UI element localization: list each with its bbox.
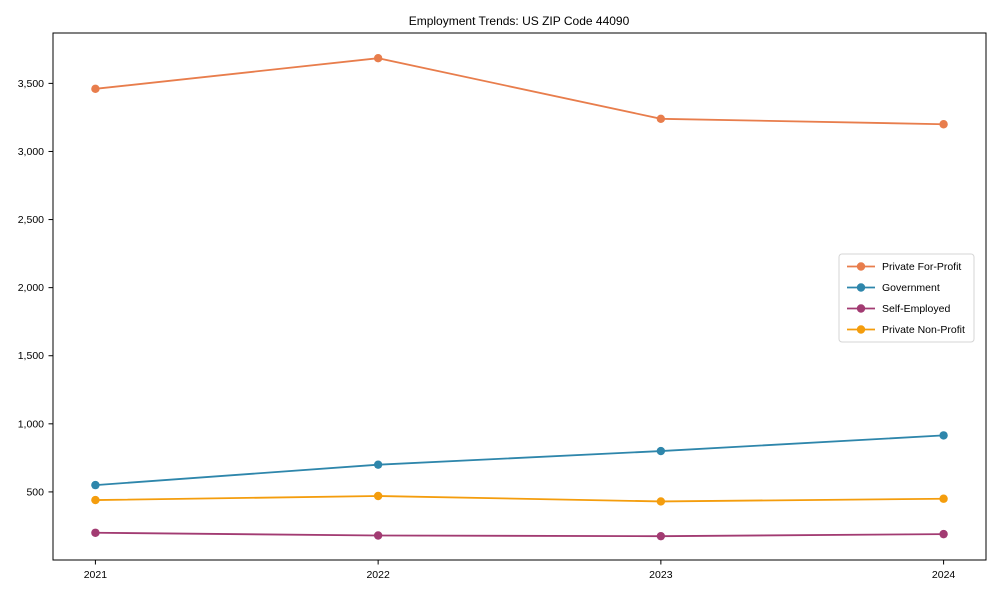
data-point-government (373, 460, 383, 469)
y-axis-tick-label: 2,000 (18, 282, 44, 294)
data-point-private-for-profit (656, 114, 666, 123)
legend-marker-self-employed (856, 304, 866, 313)
legend-label-private-non-profit: Private Non-Profit (882, 324, 965, 336)
y-axis-tick-label: 1,000 (18, 418, 44, 430)
y-axis-tick-label: 3,500 (18, 78, 44, 90)
plot-area: 500 1,000 1,500 2,000 2,500 3,000 3,500 2021 202… (18, 32, 987, 581)
x-axis-tick-label: 2022 (366, 569, 390, 581)
legend-box (838, 253, 975, 343)
y-axis-tick-label: 500 (26, 486, 44, 498)
y-axis-tick-label: 2,500 (18, 214, 44, 226)
data-point-government (656, 446, 666, 456)
chart-title: Employment Trends: US ZIP Code 44090 (409, 14, 630, 28)
data-point-self-employed (373, 531, 383, 540)
data-point-private-for-profit (373, 53, 383, 63)
y-axis-tick-label: 1,500 (18, 350, 44, 362)
data-point-private-for-profit (939, 120, 948, 129)
plot-border (52, 32, 987, 561)
series-line-government (95, 434, 944, 487)
data-point-private-for-profit (91, 84, 100, 94)
legend-marker-private-for-profit (856, 262, 866, 271)
x-axis-tick-label: 2021 (84, 569, 108, 581)
data-point-self-employed (656, 531, 666, 541)
series-line-self-employed (95, 531, 944, 538)
y-axis-tick-label: 3,000 (18, 146, 44, 158)
x-axis-tick-label: 2024 (932, 569, 956, 581)
legend-marker-private-non-profit (856, 325, 866, 334)
data-point-self-employed (91, 528, 100, 537)
data-point-government (91, 480, 100, 490)
series-line-private-for-profit (95, 57, 944, 126)
series-line-private-non-profit (95, 495, 944, 503)
data-point-private-non-profit (373, 491, 383, 501)
data-point-government (939, 431, 948, 440)
data-point-private-non-profit (656, 497, 666, 506)
legend-label-self-employed: Self-Employed (882, 303, 950, 315)
x-axis-tick-label: 2023 (649, 569, 673, 581)
data-point-self-employed (939, 529, 948, 539)
legend-label-government: Government (882, 282, 940, 294)
legend-label-private-for-profit: Private For-Profit (882, 261, 961, 273)
legend-marker-government (856, 283, 866, 292)
data-point-private-non-profit (939, 494, 948, 503)
data-point-private-non-profit (91, 495, 100, 505)
